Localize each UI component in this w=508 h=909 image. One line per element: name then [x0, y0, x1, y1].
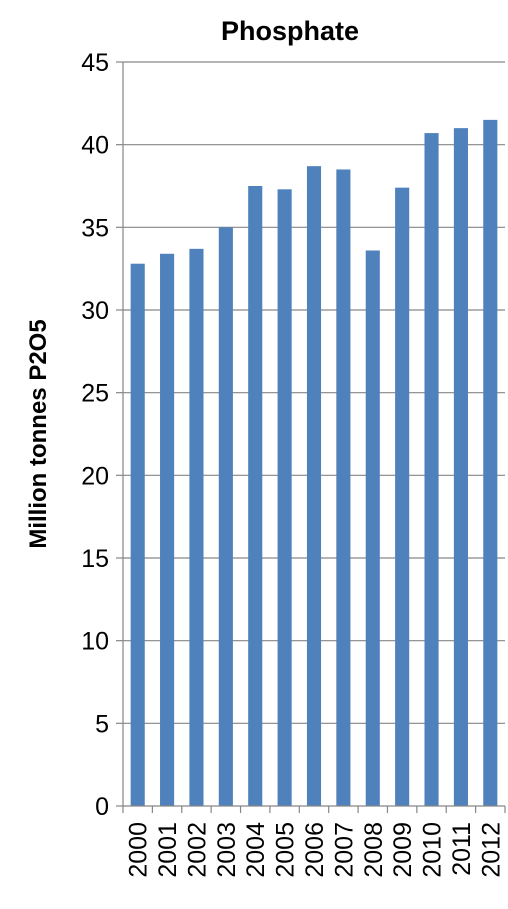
y-tick-labels: 0 5 10 15 20 25 30 35 40 45	[81, 49, 109, 821]
x-tick-labels: 2000 2001 2002 2003 2004 2005 2006 2007 2008 2009…	[125, 822, 506, 878]
x-tick-label: 2005	[272, 822, 300, 878]
y-tick-label: 5	[95, 710, 109, 738]
y-tick-label: 25	[81, 380, 109, 408]
bar-2005	[277, 189, 292, 807]
bar-2008	[365, 250, 380, 807]
x-tick-label: 2003	[213, 822, 241, 878]
y-tick-label: 10	[81, 628, 109, 656]
y-tick-label: 0	[95, 793, 109, 821]
x-tick-label: 2002	[183, 822, 211, 878]
y-tick-label: 35	[81, 214, 109, 242]
bar-2001	[160, 253, 175, 806]
y-tick-label: 20	[81, 462, 109, 490]
bars	[130, 119, 498, 807]
x-tick-label: 2009	[389, 822, 417, 878]
y-tick-label: 45	[81, 49, 109, 77]
x-tick-label: 2010	[419, 822, 447, 878]
x-tick-label: 2007	[330, 822, 358, 878]
bar-2004	[248, 186, 263, 806]
x-tick-label: 2000	[125, 822, 153, 878]
x-tick-label: 2006	[301, 822, 329, 878]
y-tick-label: 30	[81, 297, 109, 325]
bar-2009	[395, 187, 410, 807]
x-tick-label: 2008	[360, 822, 388, 878]
y-tick-label: 40	[81, 132, 109, 160]
bar-2006	[306, 166, 322, 806]
bar-2002	[189, 248, 204, 806]
bar-2012	[483, 119, 498, 806]
chart-title: Phosphate	[221, 16, 359, 46]
x-tick-label: 2012	[477, 822, 505, 878]
bar-2010	[424, 133, 439, 807]
x-tick-label: 2011	[448, 822, 476, 876]
bar-2000	[130, 263, 145, 806]
bar-2011	[453, 128, 468, 807]
x-tick-label: 2004	[242, 822, 270, 878]
bar-2003	[218, 227, 233, 807]
y-axis-label: Million tonnes P2O5	[25, 319, 52, 548]
axes	[116, 61, 506, 813]
bar-2007	[336, 169, 351, 806]
y-tick-label: 15	[81, 545, 109, 573]
x-tick-label: 2001	[154, 822, 182, 878]
